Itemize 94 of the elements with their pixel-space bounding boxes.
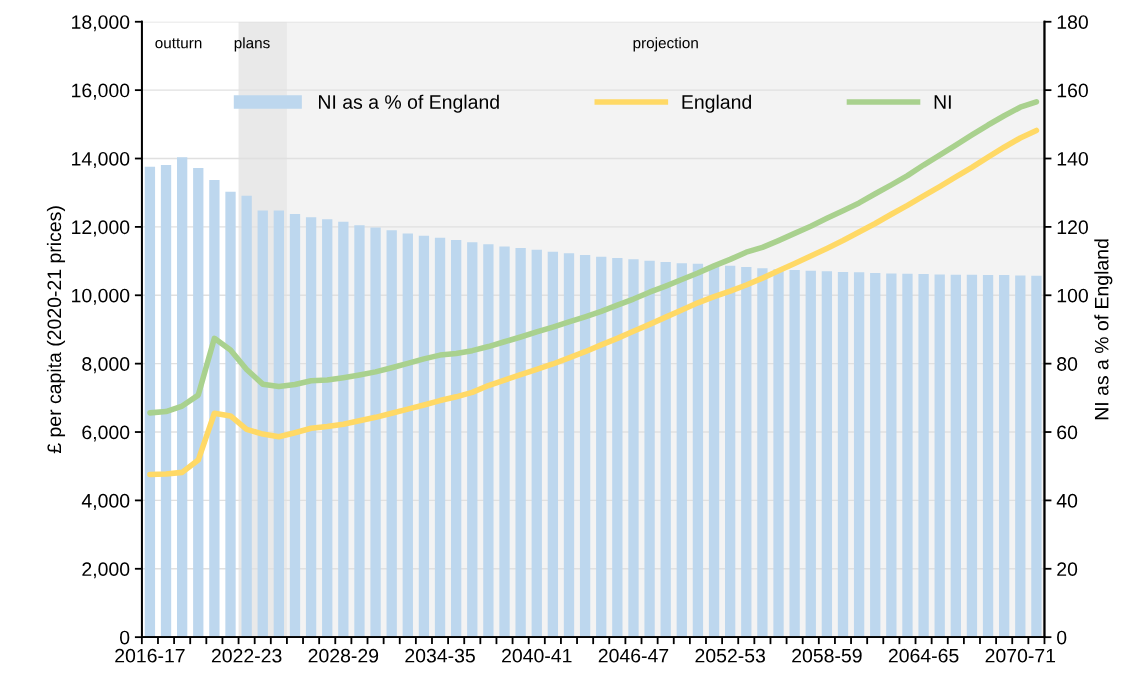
bar (273, 210, 285, 638)
x-tick-label: 2052-53 (695, 648, 765, 663)
y-tick-label: 18,000 (72, 15, 130, 32)
bar (209, 180, 220, 638)
bar (676, 263, 687, 638)
bar (902, 273, 913, 638)
bar (966, 274, 978, 638)
y-tick-label: 10,000 (72, 288, 130, 305)
bar (305, 217, 317, 638)
bar (467, 242, 478, 638)
bar (628, 259, 639, 638)
bar (289, 213, 301, 638)
bar (725, 265, 736, 638)
bar (338, 221, 349, 638)
x-tick-label: 2046-47 (598, 648, 669, 663)
y-tick-label: 14,000 (72, 151, 130, 169)
bar (805, 270, 816, 638)
y-tick-label: 16,000 (72, 83, 130, 100)
y2-tick-label: 100 (1057, 288, 1088, 303)
bar (515, 248, 526, 638)
x-tick-label: 2022-23 (211, 648, 282, 663)
y2-tick-label: 80 (1057, 357, 1078, 371)
bar (612, 258, 623, 638)
y2-tick-label: 20 (1057, 562, 1078, 577)
x-tick-label: 2058-59 (792, 648, 862, 663)
legend-label: England (682, 94, 752, 113)
bar (1015, 275, 1026, 638)
y2-tick-label: 160 (1057, 83, 1088, 98)
bar (692, 263, 704, 638)
bar (821, 271, 833, 638)
y2-axis-title: NI as a % of England (1094, 239, 1113, 420)
legend-label: NI as a % of England (319, 94, 499, 113)
y-tick-label: 2,000 (82, 562, 130, 579)
legend-label: NI (934, 95, 951, 109)
x-tick-label: 2064-65 (888, 648, 959, 663)
y-tick-label: 6,000 (82, 425, 130, 442)
bar (708, 265, 720, 638)
bar (370, 227, 381, 638)
bar (499, 246, 510, 638)
x-tick-label: 2016-17 (115, 648, 185, 663)
bar (451, 239, 462, 638)
bar (773, 269, 784, 638)
y-tick-label: 12,000 (72, 220, 130, 237)
bar (483, 244, 494, 638)
bar (241, 195, 252, 638)
bar (660, 262, 671, 638)
bar (144, 166, 156, 638)
bar (1031, 275, 1042, 638)
bar (982, 275, 994, 638)
bar (870, 273, 881, 638)
bar (547, 251, 559, 638)
y2-tick-label: 180 (1057, 15, 1088, 29)
bar (789, 269, 800, 638)
bar (176, 157, 188, 638)
bar (757, 268, 768, 638)
x-tick-label: 2070-71 (985, 648, 1056, 663)
bar (402, 233, 413, 638)
annotation: outturn (155, 38, 202, 49)
bar (596, 256, 607, 638)
y-tick-label: 8,000 (82, 357, 130, 374)
bar (579, 254, 591, 638)
bar (160, 165, 172, 638)
y-tick-label: 0 (120, 630, 130, 645)
y-tick-label: 4,000 (81, 493, 130, 510)
y2-tick-label: 140 (1057, 151, 1088, 166)
y2-tick-label: 0 (1057, 630, 1067, 645)
bar (354, 225, 365, 638)
annotation: plans (234, 37, 270, 52)
y2-tick-label: 40 (1056, 493, 1078, 508)
bar (193, 168, 204, 638)
bar (644, 260, 655, 638)
bar (225, 191, 236, 638)
x-tick-label: 2028-29 (308, 648, 379, 663)
bar (418, 235, 430, 638)
bar (322, 219, 333, 638)
bar (999, 275, 1010, 638)
bar (950, 274, 961, 638)
y2-tick-label: 60 (1057, 425, 1078, 440)
y-axis-title: £ per capita (2020-21 prices) (46, 206, 66, 454)
bar (918, 274, 929, 638)
annotation: projection (633, 37, 698, 52)
bar (853, 272, 865, 638)
bar (837, 272, 849, 638)
bar (434, 237, 446, 638)
bar (531, 249, 542, 638)
bar (886, 273, 897, 638)
bar (934, 274, 945, 638)
bar (257, 210, 268, 638)
bar (386, 230, 397, 638)
x-tick-label: 2034-35 (405, 648, 475, 663)
y2-tick-label: 120 (1057, 220, 1088, 235)
bar (563, 253, 575, 638)
bar (741, 266, 752, 638)
x-tick-label: 2040-41 (502, 648, 572, 663)
